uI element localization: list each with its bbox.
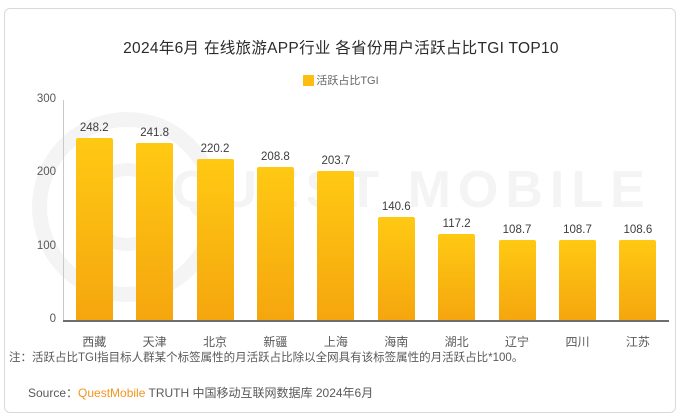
source-brand: QuestMobile [78, 386, 146, 400]
bar [498, 240, 536, 320]
y-axis-tick-label: 100 [36, 239, 56, 252]
chart-title: 2024年6月 在线旅游APP行业 各省份用户活跃占比TGI TOP10 [123, 40, 559, 57]
bar-slot: 208.8 [245, 100, 305, 320]
bar [75, 138, 113, 320]
legend-swatch-icon [303, 74, 315, 86]
bar [136, 142, 174, 320]
xaxis-labels: 西藏 天津 北京 新疆 上海 海南 湖北 辽宁 四川 江苏 [64, 333, 668, 350]
source-suffix: TRUTH 中国移动互联网数据库 2024年6月 [145, 386, 374, 400]
bar-value-label: 203.7 [321, 154, 351, 167]
bar-value-label: 248.2 [79, 122, 109, 134]
x-axis-label: 西藏 [82, 335, 107, 349]
legend-label: 活跃占比TGI [316, 75, 379, 87]
bar-slot: 117.2 [426, 100, 486, 320]
x-axis-label: 新疆 [263, 335, 288, 349]
bar-slot: 248.2 [64, 100, 124, 320]
source-line: Source：QuestMobile TRUTH 中国移动互联网数据库 2024… [28, 384, 373, 401]
bar-slot: 140.6 [366, 100, 426, 320]
bar [438, 234, 476, 320]
bar [377, 216, 415, 320]
bar [619, 240, 657, 320]
bar-slot: 241.8 [124, 100, 184, 320]
y-axis-tick-label: 0 [49, 313, 56, 325]
y-axis-tick-label: 300 [36, 93, 56, 105]
legend: 活跃占比TGI [0, 72, 682, 88]
bar [558, 240, 596, 320]
x-axis-line [63, 320, 669, 322]
bar-value-label: 241.8 [140, 126, 169, 139]
x-axis-label: 上海 [323, 335, 348, 349]
bar-value-label: 108.6 [623, 224, 653, 237]
footnote: 注：活跃占比TGI指目标人群某个标签属性的月活跃占比除以全网具有该标签属性的月活… [9, 352, 524, 364]
bar-value-label: 140.6 [381, 200, 411, 213]
bar-value-label: 220.2 [200, 142, 230, 155]
bar-slot: 203.7 [306, 100, 366, 320]
x-axis-label: 辽宁 [505, 335, 530, 349]
x-axis-label: 天津 [142, 335, 167, 349]
y-axis-line [63, 100, 64, 320]
questmobile-watermark-text: QUEST MOBILE [172, 161, 652, 219]
bar-slot: 108.7 [547, 100, 607, 320]
bar-value-label: 108.7 [563, 224, 592, 237]
x-axis-label: 湖北 [444, 335, 469, 349]
bar [256, 166, 294, 320]
y-axis-tick-label: 200 [36, 166, 56, 179]
bar-slot: 108.7 [487, 100, 547, 320]
x-axis-label: 北京 [203, 335, 228, 349]
bar-value-label: 117.2 [442, 218, 471, 231]
bars-row: 248.2 241.8 220.2 208.8 203.7 140.6 117.2 108.7… [64, 100, 668, 320]
x-axis-label: 海南 [384, 335, 409, 349]
x-axis-label: 江苏 [625, 335, 650, 349]
bar [317, 170, 355, 320]
bar [196, 158, 234, 320]
bar-value-label: 108.7 [502, 224, 532, 237]
source-prefix: Source： [28, 386, 79, 400]
x-axis-label: 四川 [565, 335, 590, 349]
bar-value-label: 208.8 [261, 150, 290, 163]
bar-slot: 108.6 [608, 100, 668, 320]
bar-slot: 220.2 [185, 100, 245, 320]
